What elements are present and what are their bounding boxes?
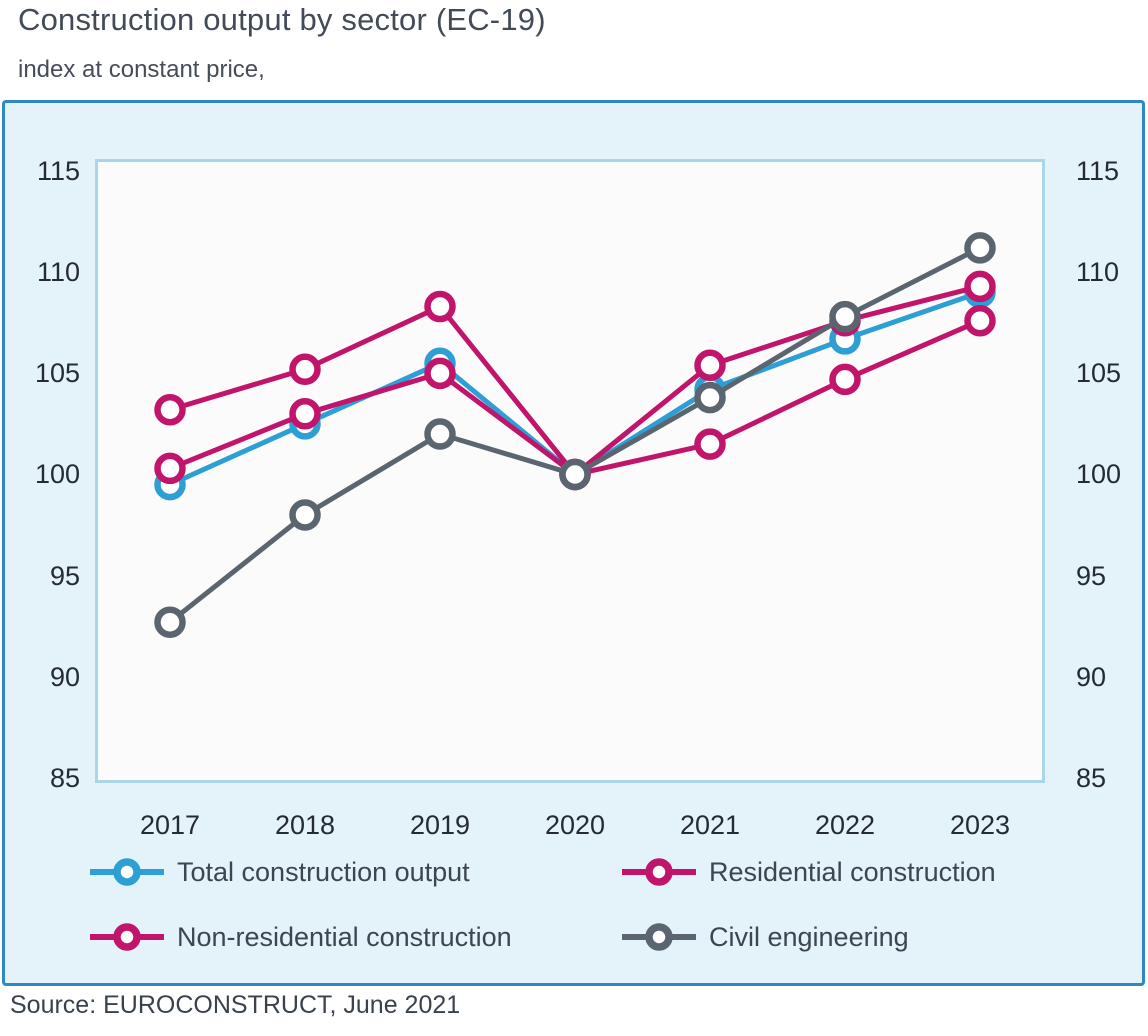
legend-item-civil-engineering: Civil engineering xyxy=(620,920,909,954)
y-axis-label-left-110: 110 xyxy=(36,257,80,288)
legend-label-civil-engineering: Civil engineering xyxy=(709,921,909,952)
data-point-non-residential-construction-2017 xyxy=(154,393,186,426)
y-axis-label-left-115: 115 xyxy=(36,156,80,186)
legend-label-non-residential-construction: Non-residential construction xyxy=(177,921,512,952)
data-point-civil-engineering-2017 xyxy=(154,606,186,638)
series-civil-engineering xyxy=(154,232,996,638)
data-point-civil-engineering-2019 xyxy=(424,418,456,450)
legend-marker-icon-residential-construction xyxy=(622,858,696,886)
data-point-civil-engineering-2022 xyxy=(829,300,861,333)
x-axis-label-2021: 2021 xyxy=(679,810,741,840)
data-point-non-residential-construction-2018 xyxy=(289,353,321,386)
data-point-civil-engineering-2018 xyxy=(289,499,321,531)
data-point-residential-construction-2021 xyxy=(694,349,726,381)
source-note: Source: EUROCONSTRUCT, June 2021 xyxy=(10,991,461,1019)
chart-panel: 115 115 110 110 105 105 100 100 95 95 90 90 85 85 2017… xyxy=(2,100,1145,986)
x-axis-label-2019: 2019 xyxy=(409,810,471,840)
y-axis-label-right-115: 115 xyxy=(1076,156,1120,186)
legend-item-non-residential-construction: Non-residential construction xyxy=(88,920,512,954)
x-axis-label-2018: 2018 xyxy=(274,810,336,840)
y-axis-label-left-100: 100 xyxy=(34,459,80,490)
y-axis-label-right-85: 85 xyxy=(1076,762,1107,793)
chart-subtitle: index at constant price, xyxy=(18,56,265,83)
data-point-non-residential-construction-2021 xyxy=(694,428,726,460)
y-axis-label-left-95: 95 xyxy=(49,560,80,591)
data-point-civil-engineering-2020 xyxy=(559,458,591,491)
legend-marker-icon-civil-engineering xyxy=(622,923,696,951)
x-axis-label-2020: 2020 xyxy=(544,810,606,840)
series-line-civil-engineering xyxy=(168,245,982,625)
data-point-civil-engineering-2021 xyxy=(694,381,726,414)
data-point-non-residential-construction-2019 xyxy=(424,290,456,323)
plot-area xyxy=(95,159,1045,783)
legend-item-residential-construction: Residential construction xyxy=(620,855,996,889)
legend-marker-icon-non-residential-construction xyxy=(90,923,164,951)
legend-label-residential-construction: Residential construction xyxy=(709,856,996,887)
y-axis-label-left-105: 105 xyxy=(34,358,80,389)
y-axis-label-right-100: 100 xyxy=(1076,459,1122,490)
y-axis-label-right-95: 95 xyxy=(1076,560,1107,591)
data-point-civil-engineering-2023 xyxy=(964,232,996,264)
data-point-residential-construction-2023 xyxy=(964,270,996,303)
data-point-residential-construction-2019 xyxy=(424,357,456,390)
data-point-non-residential-construction-2022 xyxy=(829,363,861,396)
y-axis-label-left-90: 90 xyxy=(49,661,80,692)
x-axis-label-2022: 2022 xyxy=(814,810,876,840)
y-axis-label-right-110: 110 xyxy=(1076,257,1120,288)
page-title: Construction output by sector (EC-19) xyxy=(18,2,546,37)
chart-svg xyxy=(154,232,996,638)
data-point-residential-construction-2018 xyxy=(289,398,321,430)
legend-item-total-construction-output: Total construction output xyxy=(88,855,470,889)
x-axis-label-2023: 2023 xyxy=(949,810,1011,840)
data-point-residential-construction-2017 xyxy=(154,452,186,485)
y-axis-label-right-105: 105 xyxy=(1076,358,1122,389)
y-axis-label-right-90: 90 xyxy=(1076,661,1107,692)
series-non-residential-construction xyxy=(154,290,996,491)
y-axis-label-left-85: 85 xyxy=(49,762,80,793)
legend-marker-icon-total-construction-output xyxy=(90,858,164,886)
data-point-non-residential-construction-2023 xyxy=(964,304,996,337)
legend-label-total-construction-output: Total construction output xyxy=(177,856,470,887)
x-axis-label-2017: 2017 xyxy=(139,810,201,840)
